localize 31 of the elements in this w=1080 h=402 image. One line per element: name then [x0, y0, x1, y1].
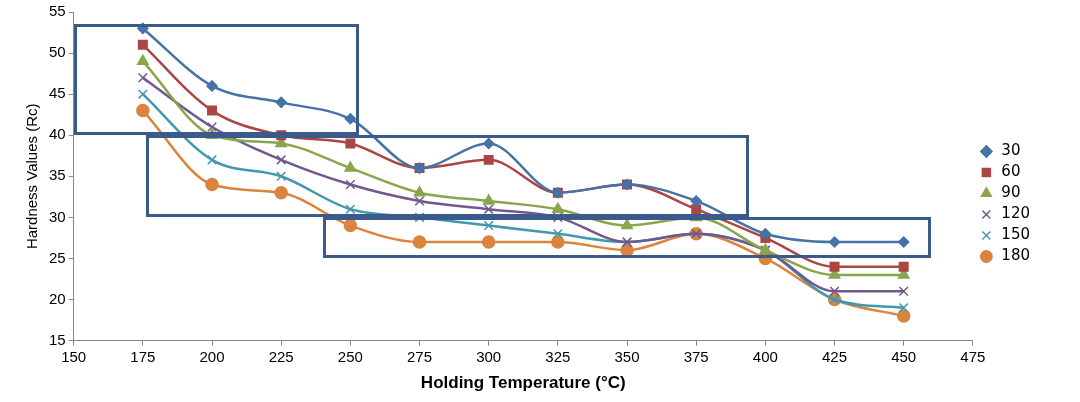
x-tick-label: 225 — [268, 347, 294, 365]
y-tick-label: 35 — [49, 166, 66, 184]
x-tick-label: 200 — [199, 347, 225, 365]
x-tick-label: 250 — [337, 347, 363, 365]
x-tick-label: 300 — [476, 347, 502, 365]
legend-label: 90 — [1001, 183, 1021, 202]
legend-label: 30 — [1001, 141, 1021, 160]
x-tick-label: 175 — [130, 347, 156, 365]
legend-label: 60 — [1001, 162, 1021, 181]
y-tick-label: 15 — [49, 330, 66, 348]
x-axis-title: Holding Temperature (°C) — [420, 373, 626, 393]
y-axis-title: Hardness Values (Rc) — [23, 103, 41, 250]
x-tick-label: 375 — [683, 347, 709, 365]
y-tick-label: 20 — [49, 289, 66, 307]
legend-label: 150 — [1001, 225, 1031, 244]
x-tick-label: 275 — [407, 347, 433, 365]
x-tick-label: 350 — [614, 347, 640, 365]
y-tick-label: 45 — [49, 84, 66, 102]
x-tick-label: 150 — [61, 347, 87, 365]
x-tick-label: 400 — [752, 347, 778, 365]
legend-label: 180 — [1001, 246, 1031, 265]
y-tick-label: 25 — [49, 248, 66, 266]
x-tick-label: 450 — [891, 347, 917, 365]
y-tick-label: 40 — [49, 125, 66, 143]
y-tick-label: 55 — [49, 2, 66, 20]
x-tick-label: 475 — [960, 347, 986, 365]
y-tick-label: 50 — [49, 43, 66, 61]
x-tick-label: 425 — [822, 347, 848, 365]
y-tick-label: 30 — [49, 207, 66, 225]
x-tick-label: 325 — [545, 347, 571, 365]
legend-label: 120 — [1001, 204, 1031, 223]
